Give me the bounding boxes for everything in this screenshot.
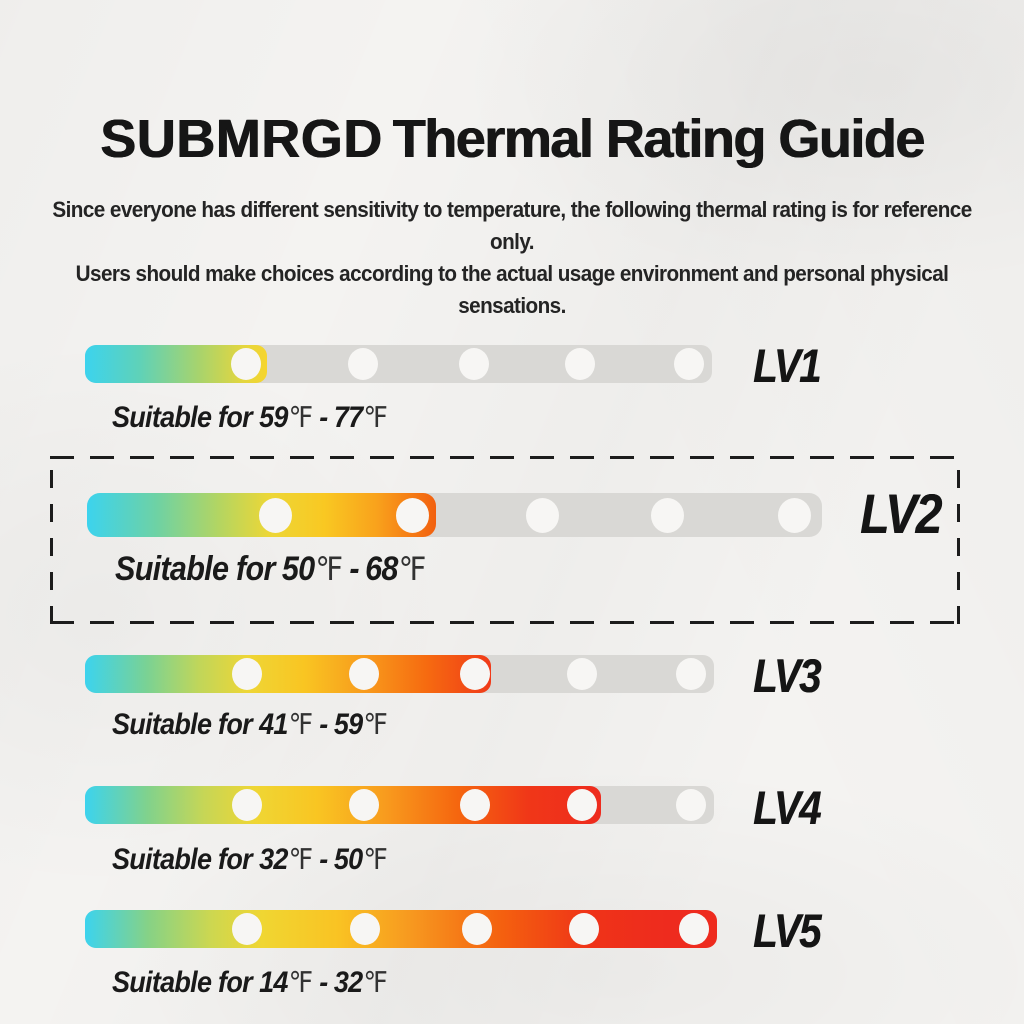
degree-fahrenheit-symbol: ℉ xyxy=(288,967,313,999)
range-high: 50 xyxy=(333,843,363,876)
thermal-bar-fill-lv5 xyxy=(85,910,717,948)
degree-fahrenheit-symbol: ℉ xyxy=(315,551,344,587)
range-prefix: Suitable for xyxy=(112,966,253,999)
bar-dot xyxy=(778,497,812,533)
bar-dot xyxy=(675,658,706,690)
range-prefix: Suitable for xyxy=(112,708,253,741)
bar-dot xyxy=(259,497,293,533)
subtitle-line-1: Since everyone has different sensitivity… xyxy=(52,197,972,254)
range-high: 77 xyxy=(333,401,363,434)
bar-dot xyxy=(348,789,379,821)
page-title: SUBMRGD Thermal Rating Guide xyxy=(0,108,1024,170)
degree-fahrenheit-symbol: ℉ xyxy=(398,551,427,587)
suitable-range-lv4: Suitable for 32℉ -50℉ xyxy=(112,843,388,877)
range-separator: - xyxy=(319,401,328,434)
title-text: Thermal Rating Guide xyxy=(392,109,926,169)
level-label-lv4: LV4 xyxy=(753,781,821,834)
highlight-dashed-box-lv2 xyxy=(50,456,960,624)
range-separator: - xyxy=(319,843,328,876)
thermal-bar-lv1 xyxy=(85,345,712,383)
bar-dot xyxy=(569,913,600,945)
degree-fahrenheit-symbol: ℉ xyxy=(288,709,313,741)
bar-dot xyxy=(396,497,430,533)
bar-dot xyxy=(458,348,489,380)
bar-dot xyxy=(566,789,597,821)
range-prefix: Suitable for xyxy=(112,401,253,434)
subtitle: Since everyone has different sensitivity… xyxy=(31,194,994,322)
degree-fahrenheit-symbol: ℉ xyxy=(363,967,388,999)
range-low: 50 xyxy=(281,550,315,588)
range-high: 59 xyxy=(333,708,363,741)
range-low: 14 xyxy=(259,966,288,999)
subtitle-line-2: Users should make choices according to t… xyxy=(75,261,949,318)
range-high: 32 xyxy=(333,966,363,999)
level-label-lv5: LV5 xyxy=(753,904,821,957)
bar-dot xyxy=(231,789,262,821)
bar-dot xyxy=(673,348,704,380)
bar-dot xyxy=(459,789,490,821)
range-separator: - xyxy=(319,966,328,999)
range-low: 41 xyxy=(259,708,288,741)
bar-dot xyxy=(565,348,596,380)
bar-dot xyxy=(678,913,709,945)
bar-dot xyxy=(651,497,685,533)
bar-dot xyxy=(347,348,378,380)
range-prefix: Suitable for xyxy=(112,843,253,876)
range-high: 68 xyxy=(365,550,398,588)
range-low: 32 xyxy=(259,843,288,876)
thermal-bar-lv2 xyxy=(87,493,822,537)
range-separator: - xyxy=(349,550,359,588)
level-label-lv3: LV3 xyxy=(753,649,821,702)
brand-name: SUBMRGD xyxy=(100,109,383,169)
thermal-bar-lv4 xyxy=(85,786,714,824)
range-separator: - xyxy=(319,708,328,741)
degree-fahrenheit-symbol: ℉ xyxy=(363,402,388,434)
suitable-range-lv1: Suitable for 59℉ -77℉ xyxy=(112,401,388,435)
degree-fahrenheit-symbol: ℉ xyxy=(363,709,388,741)
degree-fahrenheit-symbol: ℉ xyxy=(288,402,313,434)
degree-fahrenheit-symbol: ℉ xyxy=(288,844,313,876)
level-label-lv2: LV2 xyxy=(860,482,942,545)
bar-dot xyxy=(348,658,379,690)
level-label-lv1: LV1 xyxy=(753,339,821,392)
suitable-range-lv5: Suitable for 14℉ -32℉ xyxy=(112,966,388,1000)
thermal-bar-fill-lv4 xyxy=(85,786,601,824)
range-low: 59 xyxy=(259,401,288,434)
bar-dot xyxy=(675,789,706,821)
thermal-bar-lv3 xyxy=(85,655,714,693)
range-prefix: Suitable for xyxy=(115,550,275,588)
bar-dot xyxy=(566,658,597,690)
degree-fahrenheit-symbol: ℉ xyxy=(363,844,388,876)
bar-dot xyxy=(232,913,263,945)
bar-dot xyxy=(349,913,380,945)
suitable-range-lv3: Suitable for 41℉ -59℉ xyxy=(112,708,388,742)
bar-dot xyxy=(459,658,490,690)
thermal-bar-fill-lv3 xyxy=(85,655,491,693)
suitable-range-lv2: Suitable for 50℉ -68℉ xyxy=(115,550,426,589)
thermal-bar-lv5 xyxy=(85,910,717,948)
bar-dot xyxy=(526,497,560,533)
bar-dot xyxy=(231,658,262,690)
bar-dot xyxy=(461,913,492,945)
bar-dot xyxy=(231,348,262,380)
